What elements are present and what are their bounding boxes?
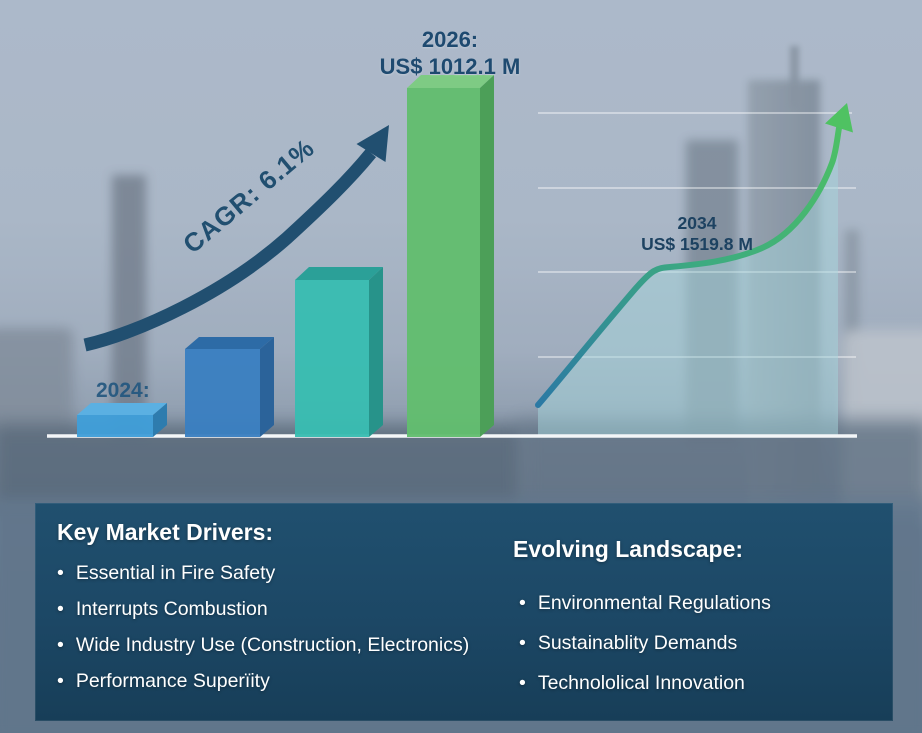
trend-line [535,125,842,408]
bar-2026-front [407,88,480,437]
list-item: • Performance Superïity [57,668,469,695]
bar-second [185,337,274,437]
key-market-drivers-list: • Essential in Fire Safety • Interrupts Co… [57,560,469,695]
list-item-label: Essential in Fire Safety [75,562,276,584]
bar-2026 [407,75,494,437]
bullet-icon: • [57,634,64,656]
label-2026-value: US$ 1012.1 M [379,54,521,79]
bar-2024 [77,403,167,437]
label-2034-value: US$ 1519.8 M [641,234,753,254]
evolving-landscape-heading: Evolving Landscape: [513,536,744,562]
bar-third [295,267,383,437]
list-item-label: Interrupts Combustion [75,598,268,620]
bar-2024-side [153,403,167,437]
list-item: • Essential in Fire Safety [57,560,469,587]
bar-2026-top [407,75,494,88]
list-item-label: Environmental Regulations [537,592,771,614]
list-item-label: Performance Superïity [75,670,270,692]
bullet-icon: • [57,562,64,584]
list-item: • Wide Industry Use (Construction, Electr… [57,632,469,659]
bullet-icon: • [57,598,64,620]
label-2034: 2034 US$ 1519.8 M [597,213,797,255]
bullet-icon: • [57,670,64,692]
list-item: • Sustainablity Demands [513,630,771,657]
cagr-arrow-shaft [83,148,377,352]
bullet-icon: • [519,592,526,614]
list-item-label: Wide Industry Use (Construction, Electro… [75,634,470,656]
trend-arrowhead-icon [825,103,853,133]
list-item-label: Sustainablity Demands [537,632,738,654]
key-market-drivers-section: Key Market Drivers: • Essential in Fire S… [57,519,469,704]
label-2024: 2024: [96,379,150,402]
bar-second-front [185,349,260,437]
bar-2024-front [77,415,153,437]
bar-third-side [369,267,383,437]
evolving-landscape-list: • Environmental Regulations • Sustainablit… [513,590,771,697]
key-market-drivers-heading: Key Market Drivers: [57,519,274,545]
label-2026: 2026: US$ 1012.1 M [335,26,565,80]
bar-second-top [185,337,274,349]
label-2034-year: 2034 [677,213,717,233]
bullet-icon: • [519,672,526,694]
cagr-arrow [83,125,389,352]
list-item: • Environmental Regulations [513,590,771,617]
bar-third-top [295,267,383,280]
info-panel: Key Market Drivers: • Essential in Fire S… [35,503,893,721]
bar-2024-top [77,403,167,415]
list-item-label: Technololical Innovation [537,672,745,694]
list-item: • Technololical Innovation [513,670,771,697]
evolving-landscape-section: Evolving Landscape: • Environmental Regul… [513,536,771,710]
bar-2026-side [480,75,494,437]
bar-second-side [260,337,274,437]
cagr-arrowhead-icon [356,125,389,162]
bar-third-front [295,280,369,437]
label-2026-year: 2026: [421,27,479,52]
trend-area [538,138,838,436]
bullet-icon: • [519,632,526,654]
list-item: • Interrupts Combustion [57,596,469,623]
